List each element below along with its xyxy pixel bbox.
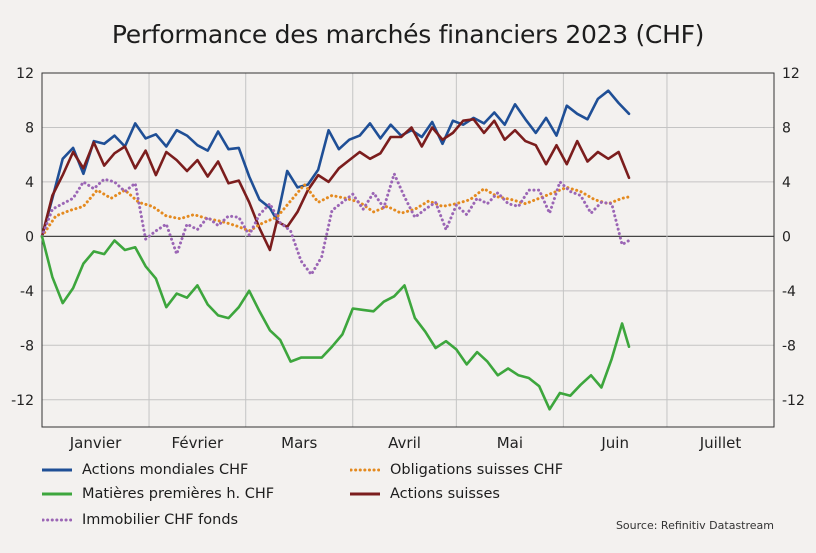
y-tick-label-left: 8 (25, 120, 34, 136)
legend-label: Actions mondiales CHF (82, 462, 249, 478)
y-tick-label-left: 4 (25, 175, 34, 191)
legend-label: Matières premières h. CHF (82, 486, 275, 502)
legend-item-matieres-premieres: Matières premières h. CHF (42, 486, 274, 502)
y-tick-label-left: -8 (20, 338, 34, 354)
y-tick-label-right: 4 (782, 175, 791, 191)
series-line-immobilier-chf-fonds (40, 172, 631, 276)
y-tick-label-right: 0 (782, 229, 791, 245)
series-line-mati-res-premi-res-h-chf (40, 235, 631, 411)
legend-label: Immobilier CHF fonds (82, 512, 239, 528)
legend-item-obligations: Obligations suisses CHF (350, 462, 563, 478)
y-tick-label-right: -12 (782, 393, 805, 409)
series-line-actions-mondiales-chf (40, 89, 631, 238)
series-layer (40, 89, 631, 411)
series-line-actions-suisses (40, 118, 631, 252)
legend-label: Obligations suisses CHF (390, 462, 564, 478)
source-note: Source: Refinitiv Datastream (615, 519, 774, 532)
grid-lines (42, 72, 774, 427)
x-tick-label: Janvier (69, 434, 122, 452)
y-tick-label-right: 12 (782, 66, 800, 82)
y-axis-left: 12 8 4 0 -4 -8 -12 (11, 66, 34, 409)
plot-frame (41, 72, 775, 428)
x-tick-label: Février (172, 434, 224, 452)
x-axis: Janvier Février Mars Avril Mai Juin Juillet (69, 434, 742, 452)
series-line-obligations-suisses-chf (40, 183, 631, 238)
legend-item-actions-mondiales: Actions mondiales CHF (42, 462, 248, 478)
y-tick-label-left: 0 (25, 229, 34, 245)
legend-label: Actions suisses (390, 486, 500, 502)
x-tick-label: Mai (497, 434, 523, 452)
x-tick-label: Juillet (699, 434, 742, 452)
chart-title: Performance des marchés financiers 2023 … (111, 20, 705, 49)
y-tick-label-right: 8 (782, 120, 791, 136)
legend: Actions mondiales CHF Matières premières… (42, 462, 602, 542)
x-tick-label: Mars (281, 434, 317, 452)
y-tick-label-left: -12 (11, 393, 34, 409)
y-tick-label-right: -8 (782, 338, 796, 354)
x-tick-label: Juin (600, 434, 629, 452)
y-tick-label-left: 12 (16, 66, 34, 82)
legend-item-actions-suisses: Actions suisses (350, 486, 500, 502)
y-tick-label-left: -4 (20, 284, 34, 300)
y-axis-right: 12 8 4 0 -4 -8 -12 (782, 66, 805, 409)
y-tick-label-right: -4 (782, 284, 796, 300)
x-tick-label: Avril (388, 434, 421, 452)
legend-item-immobilier: Immobilier CHF fonds (42, 512, 238, 528)
